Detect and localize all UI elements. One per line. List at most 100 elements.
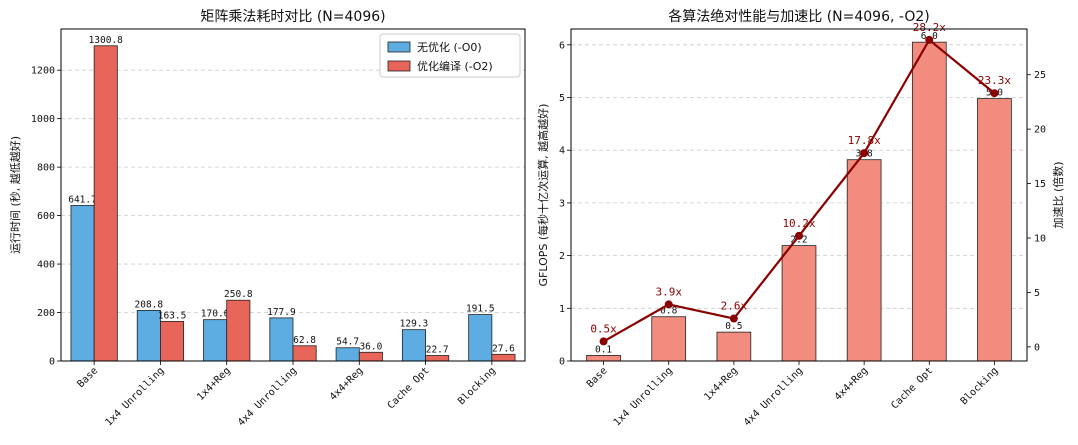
chart1-xtick-label: Base (75, 365, 100, 390)
chart1-bar-o2 (93, 45, 118, 362)
chart2-speedup-point (860, 149, 869, 158)
chart2-speedup-label: 0.5x (590, 322, 617, 335)
chart2-speedup-point (729, 314, 738, 323)
chart2-speedup-point (925, 35, 934, 44)
chart1-data-label: 22.7 (426, 344, 449, 355)
chart1-bar-o0 (269, 317, 294, 362)
chart1-bar-o2 (226, 299, 251, 362)
chart1-data-label: 1300.8 (89, 35, 124, 46)
chart2-ytick-label: 1 (559, 304, 565, 315)
legend-box (379, 33, 521, 78)
chart1-bar-o0 (335, 347, 360, 362)
chart1-xtick-label: Blocking (456, 365, 498, 407)
chart2-bar (781, 245, 817, 362)
chart1-data-label: 36.0 (359, 341, 382, 352)
chart2-bar-label: 0.8 (660, 306, 677, 317)
chart1-legend: 无优化 (-O0) 优化编译 (-O2) (379, 33, 521, 78)
legend-label: 无优化 (-O0) (417, 40, 482, 54)
chart2-frame (570, 28, 1028, 362)
chart2-y2tick-label: 25 (1034, 70, 1046, 81)
chart1-data-label: 177.9 (267, 307, 296, 318)
chart2-bar (651, 316, 687, 362)
legend-swatch (387, 60, 411, 72)
chart2-bar-label: 0.1 (595, 344, 612, 355)
chart2-speedup-point (990, 89, 999, 98)
chart2-speedup-label: 3.9x (655, 285, 682, 298)
chart2-ytick-label: 2 (559, 251, 565, 262)
chart1-data-label: 54.7 (336, 337, 359, 348)
chart2-ytick-label: 0 (559, 357, 565, 368)
chart2-ytick-label: 6 (559, 40, 565, 51)
chart1-ytick-label: 800 (37, 163, 55, 174)
chart1-xtick-label: 1x4 Unrolling (103, 365, 166, 428)
chart2-bar (716, 331, 752, 362)
chart2-xtick-label: Base (585, 365, 610, 390)
chart2-speedup-label: 10.2x (782, 217, 815, 230)
chart1-data-label: 163.5 (158, 310, 187, 321)
chart1-data-label: 191.5 (466, 304, 495, 315)
chart1-data-label: 641.7 (68, 194, 97, 205)
chart1-ytick-label: 0 (49, 357, 55, 368)
chart2-ylabel: GFLOPS (每秒十亿次运算, 越高越好) (536, 104, 550, 287)
chart2-speedup-label: 17.8x (848, 134, 881, 147)
chart1-bar-o0 (203, 319, 228, 362)
chart2-bar (846, 159, 882, 362)
chart2-y2label: 加速比 (倍数) (1051, 161, 1065, 228)
chart1-bar-o0 (70, 205, 95, 362)
chart1-bar-o2 (425, 355, 450, 362)
chart1-bar-o2 (358, 351, 383, 362)
chart2-speedup-label: 2.6x (721, 300, 748, 313)
chart2-speedup-point (795, 231, 803, 240)
chart1-data-label: 27.6 (492, 343, 515, 354)
chart1-frame (60, 28, 526, 362)
chart1-bar-o0 (468, 314, 493, 362)
chart2-speedup-point (599, 337, 608, 346)
chart2-title: 各算法绝对性能与加速比 (N=4096, -O2) (668, 9, 929, 25)
chart2-xtick-label: Cache Opt (889, 365, 935, 411)
chart2-bar-label: 0.5 (725, 321, 742, 332)
chart1-title: 矩阵乘法耗时对比 (N=4096) (200, 9, 385, 25)
legend-label: 优化编译 (-O2) (417, 59, 493, 73)
chart1-ylabel: 运行时间 (秒, 越低越好) (8, 136, 22, 254)
chart1-bar-o0 (401, 329, 426, 362)
chart2-xtick-label: 4x4 Unrolling (742, 365, 805, 428)
chart2-xtick-label: Blocking (959, 365, 1001, 407)
chart2-xtick-label: 4x4+Reg (833, 365, 871, 403)
chart2-y2tick-label: 15 (1034, 179, 1046, 190)
legend-swatch (387, 41, 411, 53)
chart1-ytick-label: 600 (37, 211, 55, 222)
chart1-xtick-label: Cache Opt (386, 365, 432, 411)
chart2-y2tick-label: 5 (1034, 288, 1040, 299)
chart1-bar-o2 (160, 320, 185, 362)
chart2-y2tick-label: 20 (1034, 125, 1046, 136)
chart1-ytick-label: 200 (37, 308, 55, 319)
chart1-xtick-label: 4x4 Unrolling (236, 365, 299, 428)
chart1-xtick-label: 4x4+Reg (328, 365, 366, 403)
chart2-bar (911, 41, 947, 362)
chart2-ytick-label: 3 (559, 198, 565, 209)
chart1-data-label: 250.8 (224, 289, 253, 300)
chart1-xtick-label: 1x4+Reg (195, 365, 233, 403)
chart2-y2tick-label: 10 (1034, 233, 1046, 244)
chart2-speedup-label: 28.2x (913, 21, 946, 34)
chart2-speedup-label: 23.3x (978, 74, 1011, 87)
chart2-ytick-label: 4 (559, 146, 565, 157)
chart2-xtick-label: 1x4+Reg (702, 365, 740, 403)
chart1-bar-o2 (491, 353, 516, 362)
chart2-bar-label: 2.2 (790, 235, 807, 246)
chart1-ytick-label: 1200 (31, 66, 55, 77)
chart1-ytick-label: 1000 (31, 114, 55, 125)
chart1-data-label: 129.3 (400, 319, 429, 330)
chart1-bar-o2 (292, 345, 317, 362)
chart1-data-label: 170.6 (201, 309, 230, 320)
chart2-speedup-point (664, 300, 673, 309)
chart2-bar (977, 98, 1012, 362)
chart2-ytick-label: 5 (559, 93, 565, 104)
chart1-data-label: 62.8 (293, 335, 316, 346)
chart1-data-label: 208.8 (135, 299, 164, 310)
chart2-xtick-label: 1x4 Unrolling (612, 365, 675, 428)
chart1-ytick-label: 400 (37, 260, 55, 271)
chart2-y2tick-label: 0 (1034, 342, 1040, 353)
